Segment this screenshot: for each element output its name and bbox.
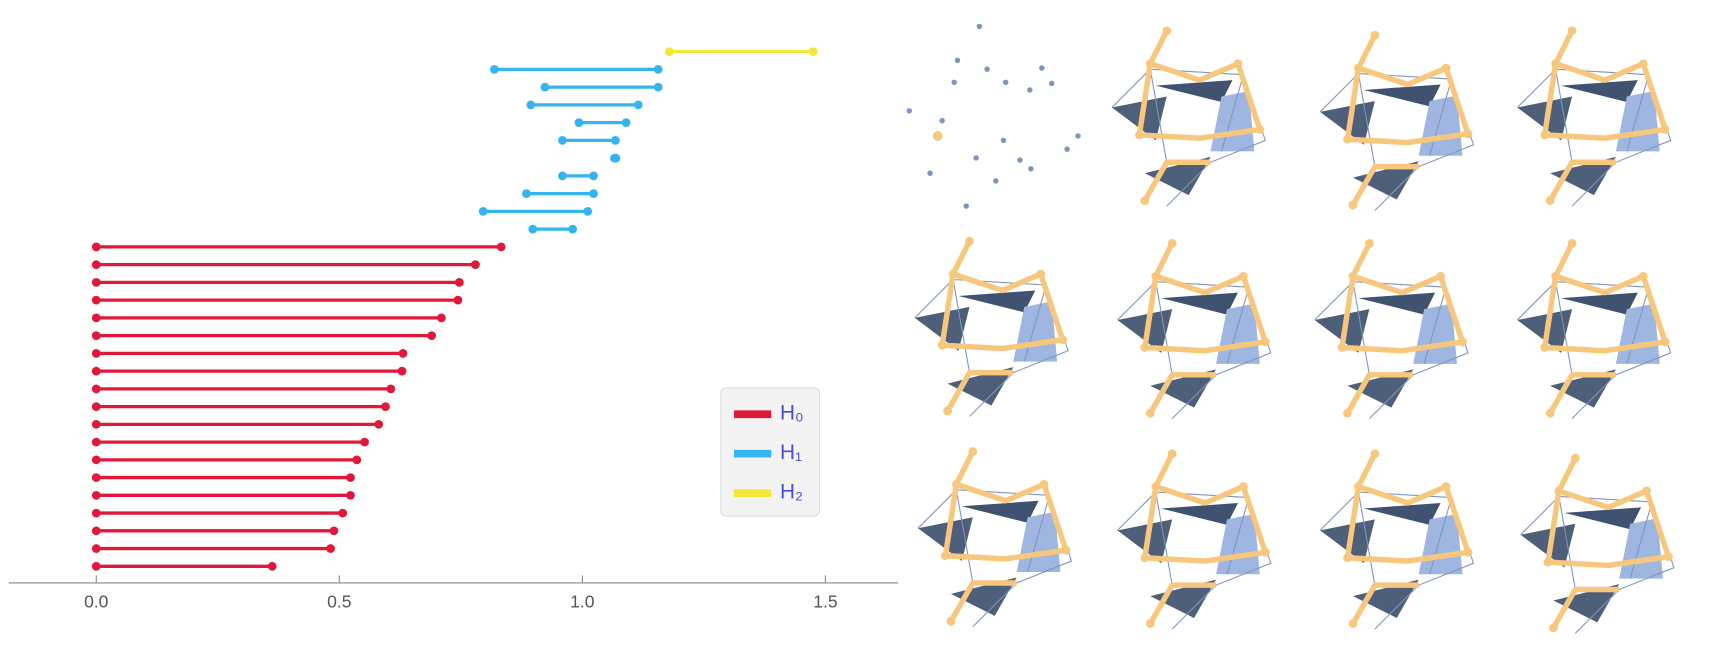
death-point [346, 473, 355, 482]
death-point [437, 313, 446, 323]
death-point [583, 206, 593, 216]
death-point [352, 455, 362, 465]
death-point [568, 224, 578, 234]
birth-point [558, 135, 567, 145]
x-tick-label: 1.0 [570, 591, 595, 611]
death-point [589, 171, 598, 181]
death-point [454, 277, 464, 287]
point-cloud [906, 23, 1081, 209]
birth-point [526, 100, 536, 110]
birth-point [91, 473, 101, 482]
birth-point [91, 348, 101, 358]
death-point [374, 419, 384, 429]
birth-point [91, 455, 101, 465]
birth-point [91, 366, 101, 376]
birth-point [540, 82, 550, 92]
birth-point [489, 65, 499, 74]
complex [1517, 239, 1670, 419]
death-point [633, 100, 643, 110]
birth-point [91, 277, 101, 287]
birth-point [91, 419, 101, 429]
birth-point [478, 206, 488, 216]
complex [1117, 239, 1270, 419]
birth-point [91, 544, 101, 553]
birth-point [91, 384, 101, 394]
birth-point [91, 508, 101, 518]
birth-point [91, 437, 101, 447]
death-point [808, 47, 818, 57]
death-point [267, 561, 277, 571]
complex [1112, 26, 1265, 206]
death-point [338, 508, 348, 518]
complex [1320, 449, 1473, 629]
thumbnails [906, 23, 1674, 634]
death-point [621, 118, 631, 128]
birth-point [91, 402, 101, 411]
complex [915, 237, 1068, 417]
death-point [326, 544, 335, 553]
birth-point [91, 561, 101, 571]
complex [1320, 31, 1473, 211]
death-point [653, 65, 663, 74]
birth-point [91, 295, 101, 305]
death-point [427, 331, 437, 340]
death-point [346, 490, 355, 500]
birth-point [91, 313, 101, 323]
birth-point [558, 171, 567, 181]
birth-point [91, 331, 101, 340]
birth-point [528, 224, 538, 234]
death-point [397, 366, 407, 376]
birth-point [91, 526, 101, 536]
legend-label: H₀ [780, 402, 804, 425]
death-point [381, 402, 390, 411]
death-point [611, 135, 620, 145]
death-point [329, 526, 339, 536]
death-point [589, 189, 598, 199]
death-point [611, 153, 621, 163]
legend-label: H₁ [780, 441, 802, 464]
death-point [471, 260, 480, 269]
legend: H₀ H₁ H₂ [720, 387, 820, 517]
death-point [453, 295, 463, 305]
death-point [496, 242, 506, 252]
complex [1521, 454, 1674, 634]
x-tick-label: 0.5 [327, 591, 351, 611]
birth-point [574, 118, 584, 128]
death-point [386, 384, 396, 394]
birth-point [91, 260, 101, 269]
birth-point [664, 47, 674, 57]
x-tick-label: 1.5 [813, 591, 837, 611]
death-point [398, 348, 408, 358]
legend-label: H₂ [780, 481, 803, 504]
complex [918, 447, 1071, 627]
birth-point [91, 490, 101, 500]
death-point [653, 82, 663, 92]
complex [1315, 239, 1468, 419]
complex [1117, 449, 1270, 629]
x-tick-label: 0.0 [84, 591, 109, 611]
birth-point [91, 242, 101, 252]
birth-point [522, 189, 531, 199]
death-point [360, 437, 369, 447]
complex [1517, 26, 1670, 206]
